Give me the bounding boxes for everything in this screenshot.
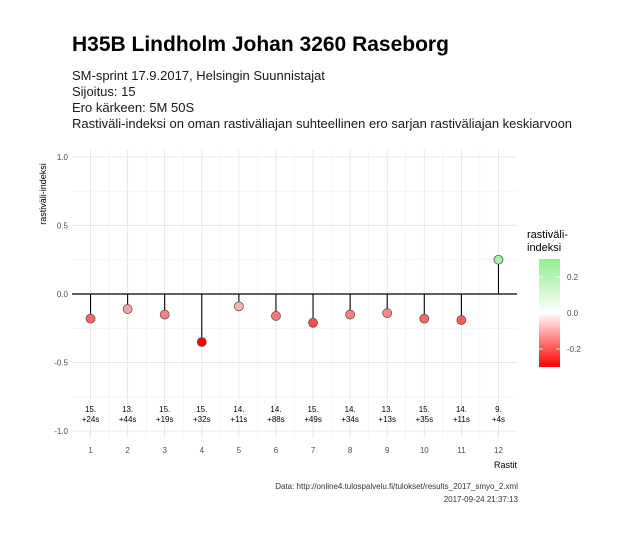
point-time-label: +49s [304,415,322,424]
source-caption: Data: http://online4.tulospalvelu.fi/tul… [275,482,518,491]
subtitle-rank: Sijoitus: 15 [72,84,136,99]
y-axis-label: rastiväli-indeksi [38,163,48,225]
timestamp-caption: 2017-09-24 21:37:13 [443,495,518,504]
data-point [419,313,430,324]
data-point [122,304,133,314]
y-tick-label: 1.0 [57,153,69,162]
legend-title-line-1: rastiväli- [527,229,568,241]
data-point [456,315,467,325]
data-point [308,317,318,328]
x-tick-label: 4 [200,446,205,455]
legend-tick-label: -0.2 [567,345,581,354]
point-time-label: +24s [82,415,100,424]
axes: 1.00.50.0-0.5-1.01 2 3 4 5 6 7 8 9 10 11 12Rastitra… [38,153,517,470]
x-tick-label: 1 [88,446,93,455]
data-point [271,311,281,321]
point-time-label: +11s [230,415,247,424]
legend-tick-label: 0.2 [567,273,579,282]
point-rank-label: 13. [122,405,133,414]
point-time-label: +44s [119,415,137,424]
x-tick-label: 10 [420,446,429,455]
point-time-label: +32s [193,415,211,424]
x-tick-label: 7 [311,446,316,455]
legend-tick-label: 0.0 [567,309,579,318]
data-point [493,254,504,265]
data-marks: 15.+24s13.+44s15.+19s15.+32s14.+11s14.+8… [82,254,505,424]
color-legend: rastiväli-indeksi 0.2 0.0 -0.2 [527,229,581,367]
point-rank-label: 15. [85,405,96,414]
legend-colorbar [539,259,560,367]
point-rank-label: 9. [495,405,502,414]
point-time-label: +34s [341,415,359,424]
point-rank-label: 13. [382,405,393,414]
x-tick-label: 6 [274,446,279,455]
data-point [85,313,96,324]
point-time-label: +19s [156,415,174,424]
point-time-label: +35s [416,415,434,424]
x-tick-label: 3 [162,446,167,455]
y-tick-label: -0.5 [54,359,68,368]
x-tick-label: 8 [348,446,353,455]
data-point [345,309,356,320]
data-point [196,337,207,347]
data-point [159,309,170,320]
subtitle-gap: Ero kärkeen: 5M 50S [72,100,195,115]
x-tick-label: 12 [494,446,503,455]
x-tick-label: 5 [237,446,242,455]
point-rank-label: 15. [159,405,170,414]
point-time-label: +88s [267,415,285,424]
y-tick-label: -1.0 [54,427,68,436]
chart-title: H35B Lindholm Johan 3260 Raseborg [72,33,449,56]
x-tick-label: 9 [385,446,390,455]
point-time-label: +4s [492,415,505,424]
data-point [233,301,244,312]
point-rank-label: 15. [419,405,430,414]
y-tick-label: 0.5 [57,221,69,230]
legend-title-line-2: indeksi [527,242,561,254]
point-time-label: +11s [453,415,470,424]
point-time-label: +13s [378,415,396,424]
data-point [382,308,393,319]
subtitle-description: Rastiväli-indeksi on oman rastiväliajan … [72,116,573,131]
point-rank-label: 15. [196,405,207,414]
x-axis-label: Rastit [494,460,518,470]
point-rank-label: 15. [307,405,318,414]
point-rank-label: 14. [345,405,356,414]
x-tick-label: 11 [457,446,466,455]
point-rank-label: 14. [270,405,281,414]
point-rank-label: 14. [233,405,244,414]
x-tick-label: 2 [125,446,130,455]
subtitle-event: SM-sprint 17.9.2017, Helsingin Suunnista… [72,68,325,83]
y-tick-label: 0.0 [57,290,69,299]
point-rank-label: 14. [456,405,467,414]
